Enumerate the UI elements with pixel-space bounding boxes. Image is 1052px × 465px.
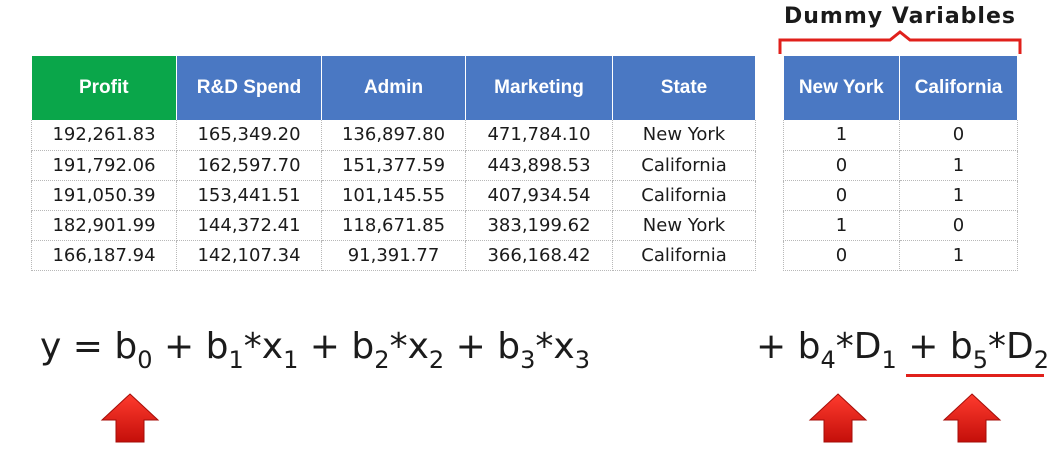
table-header-row: Profit R&D Spend Admin Marketing State [31,56,756,120]
cell-admin: 151,377.59 [321,150,466,181]
column-header-admin: Admin [321,56,466,120]
cell-state: California [612,150,756,181]
table-row: 1 0 [783,210,1018,241]
cell-rd-spend: 153,441.51 [176,180,322,211]
eq-plus: + [163,326,195,367]
table-header-row: New York California [783,56,1018,120]
cell-admin: 101,145.55 [321,180,466,211]
cell-california: 0 [899,210,1018,241]
cell-profit: 192,261.83 [31,120,177,151]
column-header-state: State [612,56,756,120]
cell-profit: 166,187.94 [31,240,177,271]
cell-marketing: 366,168.42 [465,240,613,271]
cell-state: California [612,180,756,211]
up-arrow-icon [942,393,1002,443]
cell-profit: 191,050.39 [31,180,177,211]
cell-rd-spend: 165,349.20 [176,120,322,151]
column-header-profit: Profit [31,56,177,120]
eq-b5d2: b5*D2 [949,326,1050,374]
column-header-rd-spend: R&D Spend [176,56,322,120]
table-row: 0 1 [783,180,1018,211]
up-arrow-icon [808,393,868,443]
cell-rd-spend: 144,372.41 [176,210,322,241]
up-arrow-icon [100,393,160,443]
bracket-icon [778,30,1022,54]
cell-new-york: 1 [783,120,900,151]
cell-state: California [612,240,756,271]
eq-b2x2: b2*x2 [351,326,445,374]
b5d2-underline [906,374,1044,377]
cell-profit: 182,901.99 [31,210,177,241]
cell-rd-spend: 142,107.34 [176,240,322,271]
cell-marketing: 407,934.54 [465,180,613,211]
cell-state: New York [612,120,756,151]
eq-b3x3: b3*x3 [497,326,590,374]
table-row: 166,187.94 142,107.34 91,391.77 366,168.… [31,240,756,271]
table-row: 0 1 [783,150,1018,181]
table-row: 192,261.83 165,349.20 136,897.80 471,784… [31,120,756,151]
cell-california: 0 [899,120,1018,151]
cell-marketing: 443,898.53 [465,150,613,181]
cell-california: 1 [899,240,1018,271]
table-row: 0 1 [783,240,1018,271]
regression-equation: y = b0 + b1*x1 + b2*x2 + b3*x3 [40,322,590,385]
cell-marketing: 471,784.10 [465,120,613,151]
table-row: 182,901.99 144,372.41 118,671.85 383,199… [31,210,756,241]
cell-new-york: 0 [783,180,900,211]
eq-plus: + [908,326,939,367]
cell-new-york: 0 [783,240,900,271]
eq-equals: = [72,326,103,367]
table-row: 1 0 [783,120,1018,151]
cell-california: 1 [899,180,1018,211]
cell-california: 1 [899,150,1018,181]
eq-b1x1: b1*x1 [205,326,299,374]
table-row: 191,792.06 162,597.70 151,377.59 443,898… [31,150,756,181]
cell-rd-spend: 162,597.70 [176,150,322,181]
cell-marketing: 383,199.62 [465,210,613,241]
eq-y: y [40,326,62,367]
data-table: Profit R&D Spend Admin Marketing State 1… [31,56,756,271]
cell-new-york: 1 [783,210,900,241]
cell-admin: 91,391.77 [321,240,466,271]
cell-state: New York [612,210,756,241]
cell-new-york: 0 [783,150,900,181]
eq-plus: + [756,326,787,367]
eq-plus: + [455,326,486,367]
dummy-equation-terms: + b4*D1 + b5*D2 [756,322,1049,385]
cell-admin: 118,671.85 [321,210,466,241]
eq-b0: b0 [114,326,153,374]
eq-b4d1: b4*D1 [797,326,897,374]
column-header-marketing: Marketing [465,56,613,120]
column-header-california: California [899,56,1018,120]
table-row: 191,050.39 153,441.51 101,145.55 407,934… [31,180,756,211]
column-header-new-york: New York [783,56,900,120]
eq-plus: + [309,326,340,367]
dummy-variables-title: Dummy Variables [784,4,1016,29]
cell-admin: 136,897.80 [321,120,466,151]
cell-profit: 191,792.06 [31,150,177,181]
dummy-variables-table: New York California 1 0 0 1 0 1 1 0 0 1 [783,56,1018,271]
